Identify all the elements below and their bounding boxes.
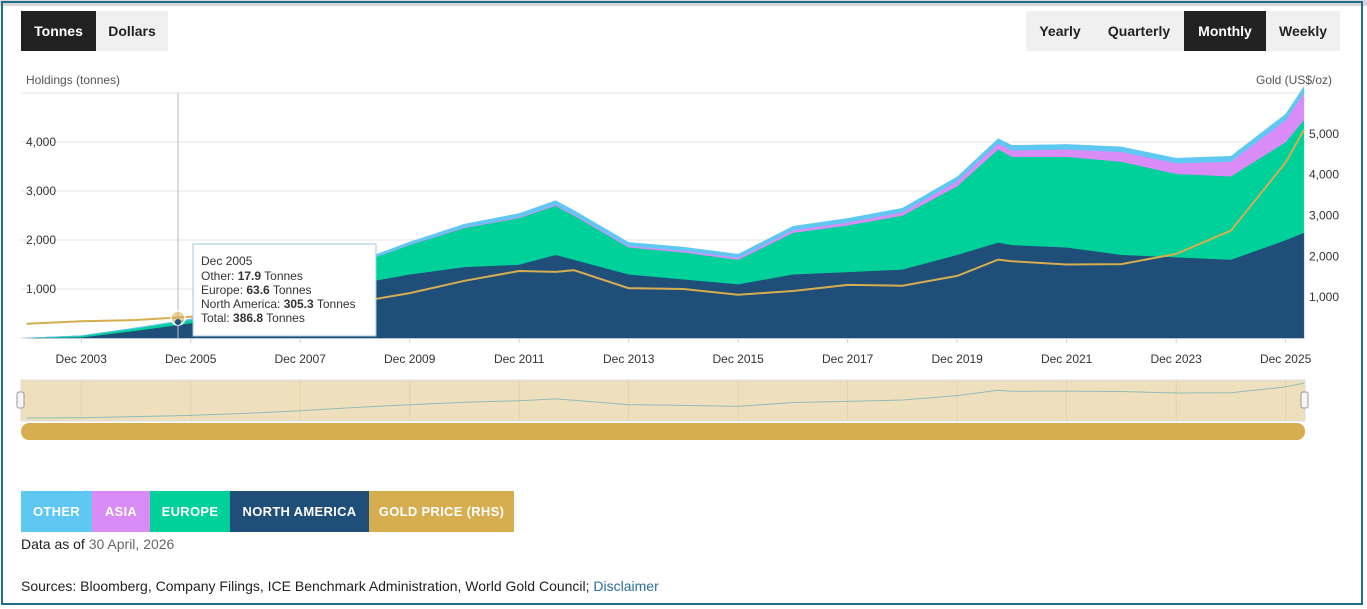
sources-label: Sources: Bloomberg, Company Filings, ICE… [21,578,590,594]
tooltip-row-total: Total: 386.8 Tonnes [201,311,305,325]
disclaimer-link[interactable]: Disclaimer [593,578,659,594]
x-tick-label: Dec 2007 [275,352,327,366]
x-tick-label: Dec 2009 [384,352,436,366]
tooltip-row-north-america: North America: 305.3 Tonnes [201,297,356,311]
legend-europe[interactable]: EUROPE [150,491,230,532]
holdings-chart: 1,000 2,000 3,000 4,000 1,000 2,000 3,000 4,00… [16,85,1339,440]
y-axis-title: Holdings (tonnes) [26,73,121,87]
weekly-button[interactable]: Weekly [1266,11,1340,51]
x-tick-label: Dec 2021 [1041,352,1093,366]
x-tick-label: Dec 2015 [712,352,764,366]
dollars-button[interactable]: Dollars [96,11,168,51]
tooltip-row-other: Other: 17.9 Tonnes [201,269,303,283]
y2-axis-title: Gold (US$/oz) [1256,73,1333,87]
data-as-of-label: Data as of [21,536,85,552]
y2-tick-label: 5,000 [1309,127,1339,141]
y2-tick-label: 1,000 [1309,290,1339,304]
x-tick-label: Dec 2005 [165,352,217,366]
tooltip: Dec 2005 Other: 17.9 Tonnes Europe: 63.6… [192,243,377,337]
y2-tick-label: 2,000 [1309,249,1339,263]
hover-marker [170,310,186,326]
legend-gold-price[interactable]: GOLD PRICE (RHS) [369,491,514,532]
tonnes-button[interactable]: Tonnes [21,11,96,51]
navigator-line [26,382,1305,419]
yearly-button[interactable]: Yearly [1026,11,1094,51]
y-tick-label: 2,000 [26,233,56,247]
x-tick-label: Dec 2013 [603,352,655,366]
area-other [26,85,1305,339]
x-tick-label: Dec 2023 [1150,352,1202,366]
x-tick-label: Dec 2003 [56,352,108,366]
x-axis-labels: Dec 2003 Dec 2005 Dec 2007 Dec 2009 Dec 2011… [56,338,1312,366]
navigator-scrollbar[interactable] [21,423,1305,440]
top-strip [0,0,1367,6]
y2-tick-label: 3,000 [1309,209,1339,223]
navigator-grid [80,381,1287,420]
legend-other[interactable]: OTHER [21,491,92,532]
x-tick-label: Dec 2011 [494,352,545,366]
monthly-button[interactable]: Monthly [1184,11,1266,51]
y-tick-label: 1,000 [26,282,56,296]
data-as-of-date: 30 April, 2026 [88,536,175,552]
x-tick-label: Dec 2025 [1260,352,1312,366]
legend-asia[interactable]: ASIA [92,491,150,532]
quarterly-button[interactable]: Quarterly [1094,11,1184,51]
legend-north-america[interactable]: NORTH AMERICA [230,491,369,532]
x-tick-label: Dec 2017 [822,352,874,366]
y-tick-label: 3,000 [26,184,56,198]
navigator-left-handle[interactable] [16,391,25,409]
y2-axis-labels: 1,000 2,000 3,000 4,000 5,000 [1309,127,1339,304]
y-tick-label: 4,000 [26,135,56,149]
tooltip-title: Dec 2005 [201,254,253,268]
navigator-right-handle[interactable] [1300,391,1309,409]
y2-tick-label: 4,000 [1309,168,1339,182]
tooltip-row-europe: Europe: 63.6 Tonnes [201,283,312,297]
data-as-of: Data as of 30 April, 2026 [21,536,174,552]
x-tick-label: Dec 2019 [931,352,983,366]
sources: Sources: Bloomberg, Company Filings, ICE… [21,578,659,594]
y-axis-labels: 1,000 2,000 3,000 4,000 [26,135,56,296]
